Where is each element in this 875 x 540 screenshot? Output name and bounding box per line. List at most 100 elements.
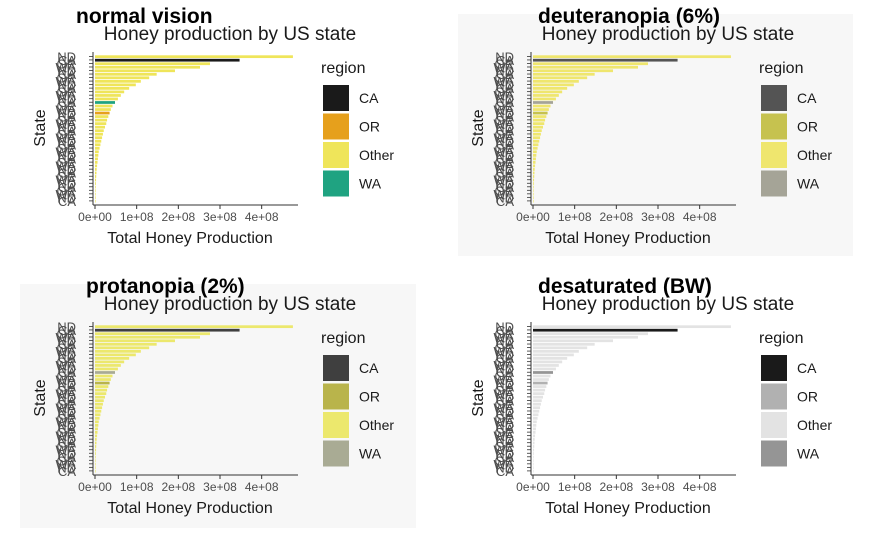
chart-title: Honey production by US state (542, 24, 794, 45)
bar (95, 462, 96, 466)
chart-title: Honey production by US state (104, 24, 356, 45)
bar (95, 185, 96, 189)
y-tick-label: OR (495, 369, 515, 384)
y-tick-label: ND (57, 120, 76, 135)
bar (533, 143, 539, 147)
bar (533, 55, 731, 59)
bar (533, 413, 539, 417)
bar (95, 328, 240, 332)
y-tick-label: ND (495, 418, 514, 433)
x-axis-title: Total Honey Production (545, 230, 710, 247)
legend-label: CA (359, 90, 379, 106)
bar (95, 79, 141, 83)
legend-swatch (323, 440, 349, 467)
bar (533, 90, 563, 94)
legend-label: CA (797, 360, 817, 376)
y-tick-label: OR (57, 439, 77, 454)
bar (95, 125, 105, 129)
y-tick-label: OR (57, 341, 77, 356)
bar (533, 364, 559, 367)
bar (533, 402, 541, 406)
y-tick-label: WA (494, 159, 515, 174)
y-tick-label: CA (496, 138, 514, 153)
x-tick-label: 0e+00 (516, 210, 550, 224)
bar (95, 87, 130, 90)
bar (533, 79, 579, 83)
bar (533, 108, 549, 111)
y-tick-label: OR (57, 127, 77, 142)
bar (95, 62, 210, 66)
bar (95, 332, 210, 336)
bar (95, 455, 96, 459)
y-tick-label: ND (495, 460, 514, 475)
bar (533, 371, 553, 374)
bar (95, 360, 125, 364)
legend-label: Other (797, 147, 832, 163)
y-tick-label: ND (57, 334, 76, 349)
y-tick-label: OR (57, 169, 77, 184)
panel-background (458, 14, 853, 256)
x-tick-label: 3e+08 (641, 480, 675, 494)
bar (95, 118, 108, 122)
bar (95, 325, 293, 329)
bar (533, 185, 534, 189)
chart-panel: Honey production by US stateNDCAORWANDCA… (32, 24, 394, 247)
bar (533, 97, 556, 101)
bar (533, 199, 534, 203)
bar (533, 381, 548, 385)
bar (95, 164, 98, 168)
legend-label: OR (797, 389, 818, 405)
legend-label: WA (359, 176, 382, 192)
bar (533, 83, 574, 87)
legend-swatch (323, 170, 349, 197)
y-tick-label: WA (56, 386, 77, 401)
legend-title: region (759, 330, 803, 347)
y-tick-label: OR (57, 355, 77, 370)
bar (95, 466, 96, 469)
bar (95, 357, 130, 360)
y-tick-label: OR (495, 155, 515, 170)
y-tick-label: ND (495, 106, 514, 121)
y-tick-label: CA (496, 422, 514, 437)
y-tick-label: OR (495, 71, 515, 86)
bar (533, 423, 537, 427)
bar (95, 189, 96, 192)
bar (95, 83, 136, 87)
y-tick-label: WA (494, 443, 515, 458)
y-tick-label: ND (495, 404, 514, 419)
y-tick-label: OR (57, 397, 77, 412)
y-tick-label: WA (56, 60, 77, 75)
bar (95, 101, 115, 104)
y-tick-label: CA (496, 194, 514, 209)
x-tick-label: 4e+08 (683, 210, 717, 224)
y-tick-label: WA (494, 145, 515, 160)
legend-label: OR (359, 119, 380, 135)
y-tick-label: WA (56, 358, 77, 373)
bar (95, 431, 98, 434)
y-tick-label: WA (56, 173, 77, 188)
y-tick-label: ND (57, 376, 76, 391)
bar (95, 402, 103, 406)
y-tick-label: OR (57, 56, 77, 71)
y-tick-label: OR (495, 113, 515, 128)
y-tick-label: OR (495, 411, 515, 426)
y-tick-label: ND (57, 176, 76, 191)
bar (533, 438, 535, 441)
y-tick-label: CA (496, 180, 514, 195)
bar (95, 374, 113, 378)
bar (95, 168, 97, 171)
y-tick-label: WA (56, 443, 77, 458)
bar (533, 182, 534, 185)
y-tick-label: OR (57, 411, 77, 426)
bar (95, 364, 121, 367)
bar (95, 346, 150, 350)
y-tick-label: CA (58, 194, 76, 209)
bar (95, 76, 150, 80)
legend-label: CA (359, 360, 379, 376)
y-tick-label: OR (495, 56, 515, 71)
x-tick-label: 0e+00 (516, 480, 550, 494)
bar (533, 192, 534, 196)
bar (95, 192, 96, 196)
bar (95, 385, 109, 388)
legend-label: WA (797, 446, 820, 462)
